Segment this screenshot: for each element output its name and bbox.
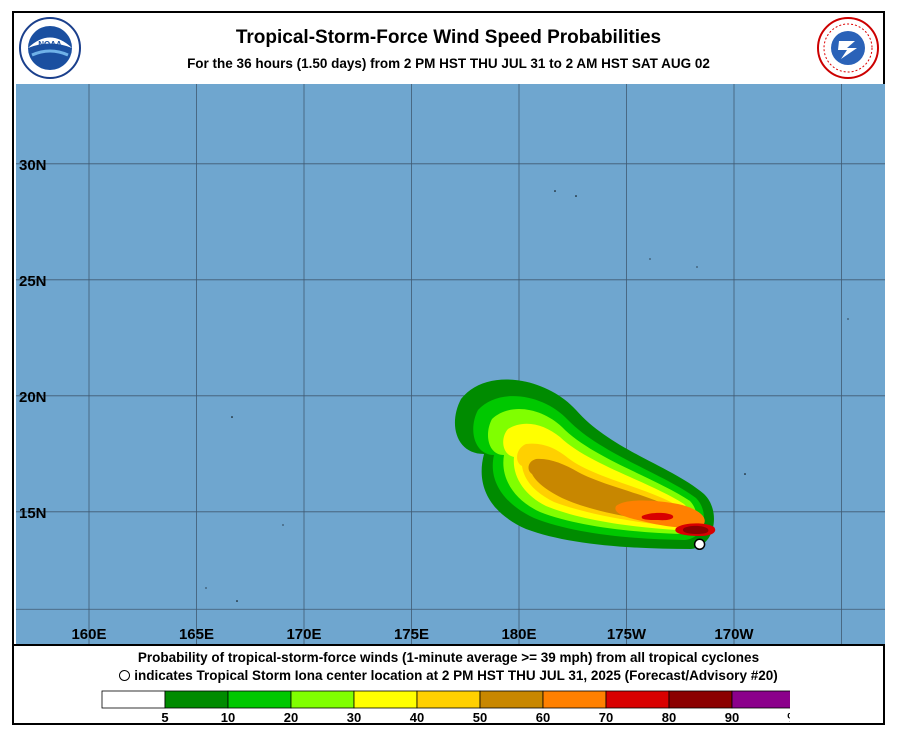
caption-storm-text: indicates Tropical Storm Iona center loc… bbox=[134, 668, 778, 683]
noaa-logo: NOAA bbox=[19, 17, 81, 79]
legend-swatch bbox=[227, 690, 292, 709]
legend-swatch bbox=[479, 690, 544, 709]
legend-label: 10 bbox=[221, 710, 235, 724]
latitude-label: 30N bbox=[19, 157, 47, 174]
latitude-label: 20N bbox=[19, 389, 47, 406]
caption-probability: Probability of tropical-storm-force wind… bbox=[137, 650, 760, 665]
longitude-label: 180E bbox=[501, 626, 536, 643]
longitude-labels: 160E 165E 170E 175E 180E 175W 170W bbox=[71, 626, 754, 643]
legend-label: 90 bbox=[725, 710, 739, 724]
contour-80-90 bbox=[682, 525, 709, 534]
longitude-label: 175E bbox=[394, 626, 429, 643]
legend-swatch bbox=[731, 690, 790, 709]
longitude-label: 160E bbox=[71, 626, 106, 643]
nws-logo bbox=[817, 17, 879, 79]
color-scale-legend: 5 10 20 30 40 50 60 70 80 90% bbox=[101, 690, 790, 724]
legend-swatch bbox=[290, 690, 355, 709]
storm-marker-icon bbox=[119, 670, 131, 681]
legend-label: 50 bbox=[473, 710, 487, 724]
legend-label: 60 bbox=[536, 710, 550, 724]
legend-label: % bbox=[787, 710, 790, 724]
legend-label: 40 bbox=[410, 710, 424, 724]
storm-center-marker bbox=[693, 538, 706, 551]
longitude-label: 165E bbox=[179, 626, 214, 643]
islands bbox=[205, 190, 849, 602]
page-subtitle: For the 36 hours (1.50 days) from 2 PM H… bbox=[187, 56, 710, 71]
footer: Probability of tropical-storm-force wind… bbox=[14, 644, 883, 725]
latitude-label: 15N bbox=[19, 505, 47, 522]
caption-storm-location: indicates Tropical Storm Iona center loc… bbox=[14, 668, 883, 683]
noaa-logo-label: NOAA bbox=[38, 40, 62, 49]
product-frame: NOAA Tropical-Storm-Force Wind Speed Pro… bbox=[12, 11, 885, 725]
legend-label: 20 bbox=[284, 710, 298, 724]
lat-lon-grid bbox=[16, 84, 885, 644]
legend-label: 5 bbox=[161, 710, 168, 724]
legend-swatch bbox=[605, 690, 670, 709]
legend-swatch bbox=[164, 690, 229, 709]
legend-label: 80 bbox=[662, 710, 676, 724]
legend-swatch bbox=[416, 690, 481, 709]
page-title: Tropical-Storm-Force Wind Speed Probabil… bbox=[235, 27, 662, 48]
longitude-label: 170W bbox=[714, 626, 754, 643]
legend-swatch bbox=[668, 690, 733, 709]
legend-swatch bbox=[542, 690, 607, 709]
probability-map: 30N 25N 20N 15N 160E 165E 170E 175E 180E 175W 170… bbox=[16, 84, 885, 644]
legend-swatch bbox=[353, 690, 418, 709]
latitude-labels: 30N 25N 20N 15N bbox=[19, 157, 47, 522]
header: NOAA Tropical-Storm-Force Wind Speed Pro… bbox=[14, 13, 883, 83]
legend-swatch bbox=[101, 690, 166, 709]
longitude-label: 175W bbox=[607, 626, 647, 643]
legend-label: 30 bbox=[347, 710, 361, 724]
longitude-label: 170E bbox=[286, 626, 321, 643]
latitude-label: 25N bbox=[19, 273, 47, 290]
legend-label: 70 bbox=[599, 710, 613, 724]
probability-swath bbox=[454, 379, 716, 549]
ocean-background bbox=[16, 84, 885, 644]
